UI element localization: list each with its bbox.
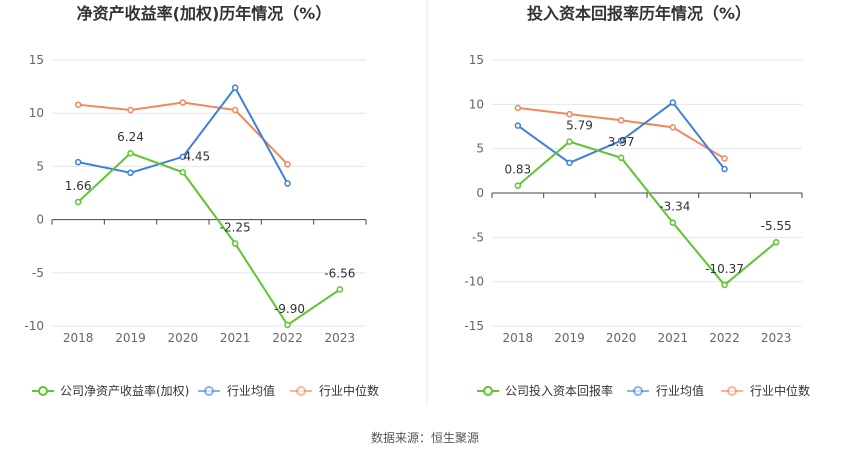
legend-marker-icon [483,386,493,396]
data-label: -5.55 [761,219,792,233]
x-tick-label: 2018 [63,331,94,345]
legend-item[interactable]: 行业均值 [627,383,704,398]
y-tick-label: 5 [476,142,484,156]
y-tick-label: 0 [476,186,484,200]
y-tick-label: 15 [469,53,484,67]
y-tick-label: -15 [464,319,484,333]
data-label: -2.25 [220,221,251,235]
series-line-company [517,140,777,287]
x-tick-label: 2019 [115,331,146,345]
data-point-company [336,286,344,293]
data-point-company [617,154,625,162]
legend-label: 行业中位数 [750,383,810,398]
legend-marker-icon [38,386,48,396]
data-point-mean [669,99,677,106]
data-point-company [127,149,134,157]
legend-item[interactable]: 公司投入资本回报率 [477,383,613,398]
series-line-median [517,106,726,160]
chart-title: 净资产收益率(加权)历年情况（%） [77,4,332,23]
y-tick-label: 10 [469,97,484,111]
data-point-mean [231,84,239,91]
data-point-mean [284,180,291,187]
legend-item[interactable]: 公司净资产收益率(加权) [32,383,189,398]
x-tick-label: 2018 [503,331,534,345]
charts-canvas: 净资产收益率(加权)历年情况（%） -10 -5 0 5 10 15 2018 2019 2020… [24,0,810,405]
chart-panel-1: 净资产收益率(加权)历年情况（%） -10 -5 0 5 10 15 2018 2019 2020… [24,4,379,398]
data-point-median [617,117,625,124]
data-label: 0.83 [504,163,531,177]
legend-marker-icon [633,386,643,396]
x-tick-label: 2022 [709,331,740,345]
x-tick-label: 2023 [761,331,792,345]
data-point-median [669,124,677,131]
data-label: 5.79 [566,119,593,133]
x-tick-label: 2022 [272,331,303,345]
data-label: 6.24 [117,130,144,144]
data-point-company [514,182,522,189]
data-point-company [284,321,291,329]
data-point-median [231,106,239,114]
legend-marker-icon [204,386,214,396]
data-label: 3.97 [608,135,635,149]
legend-item[interactable]: 行业中位数 [721,383,810,398]
y-tick-label: 10 [29,106,44,120]
legend-item[interactable]: 行业均值 [198,383,275,398]
legend-label: 公司投入资本回报率 [505,383,613,398]
data-label: -6.56 [324,266,355,280]
data-point-company [669,219,677,226]
y-tick-label: 15 [29,53,44,67]
data-point-company [721,281,728,289]
legend-item[interactable]: 行业中位数 [290,383,379,398]
data-source-note: 数据来源：恒生聚源 [370,431,479,445]
data-point-median [566,110,573,118]
data-point-mean [566,159,573,167]
y-tick-label: -10 [464,275,484,289]
data-point-median [514,104,522,112]
data-label: 4.45 [183,149,210,163]
data-point-median [74,101,82,108]
data-point-mean [74,158,82,166]
data-point-median [284,161,291,168]
x-tick-label: 2021 [220,331,251,345]
data-point-median [127,106,134,114]
data-point-company [566,138,573,145]
data-point-company [179,169,187,176]
y-tick-label: 5 [36,159,44,173]
data-point-mean [127,169,134,177]
chart-panel-2: 投入资本回报率历年情况（%） -15 -10 -5 0 5 10 15 2018 2019 2020… [464,4,810,398]
y-tick-label: -5 [472,230,484,244]
legend-marker-icon [727,386,737,396]
legend-label: 行业均值 [656,383,704,398]
y-tick-label: -5 [32,266,44,280]
data-point-company [74,198,82,206]
x-tick-label: 2020 [168,331,199,345]
x-tick-label: 2023 [325,331,356,345]
y-tick-label: -10 [24,319,44,333]
data-point-mean [617,137,625,144]
y-tick-label: 0 [36,213,44,227]
legend-label: 行业中位数 [319,383,379,398]
data-point-mean [721,165,728,173]
data-point-company [772,238,780,246]
data-point-company [231,240,239,247]
data-label: -10.37 [705,262,744,276]
data-point-mean [514,122,522,129]
series-line-company [77,152,341,327]
data-label: -9.90 [274,302,305,316]
data-label: -3.34 [659,200,690,214]
data-point-median [721,155,728,162]
x-tick-label: 2021 [658,331,689,345]
data-label: 1.66 [65,179,92,193]
x-tick-label: 2019 [554,331,585,345]
x-tick-label: 2020 [606,331,637,345]
chart-title: 投入资本回报率历年情况（%） [527,4,751,23]
data-point-mean [179,153,187,161]
legend-label: 公司净资产收益率(加权) [60,383,189,398]
legend-marker-icon [296,386,306,396]
legend-label: 行业均值 [227,383,275,398]
data-point-median [179,99,187,106]
